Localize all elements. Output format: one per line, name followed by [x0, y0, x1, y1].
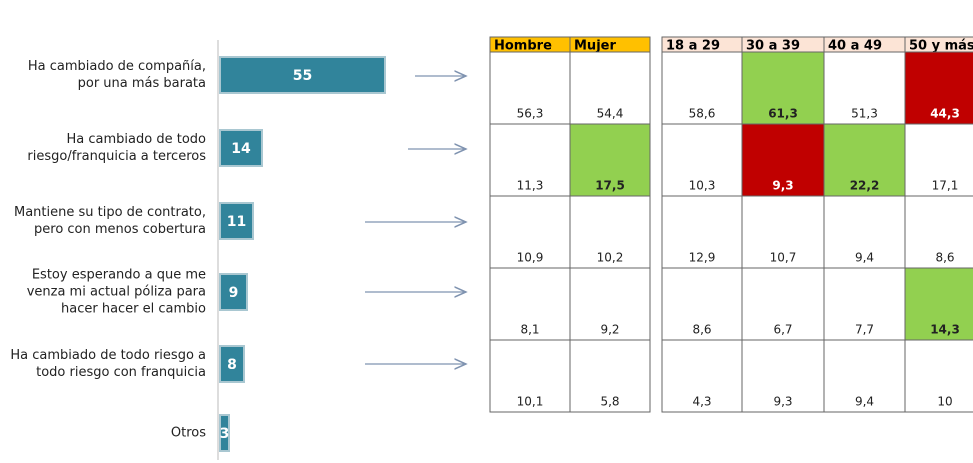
cell-value: 56,3	[517, 107, 544, 121]
bar	[219, 273, 248, 311]
value-label: 55	[293, 68, 312, 84]
cell-value: 9,4	[855, 395, 874, 409]
cell-value: 22,2	[850, 179, 880, 193]
header-label: 50 y más	[909, 39, 973, 54]
cell	[489, 195, 571, 269]
cell-value: 14,3	[930, 323, 960, 337]
bar	[219, 129, 263, 167]
cell-value: 10,9	[517, 251, 544, 265]
cell-value: 44,3	[930, 107, 960, 121]
header-label: Hombre	[494, 39, 552, 54]
cell	[904, 339, 973, 413]
cell	[904, 195, 973, 269]
cell-value: 10,2	[597, 251, 624, 265]
cell-value: 12,9	[689, 251, 716, 265]
cell	[569, 267, 651, 341]
bar	[219, 414, 230, 452]
cell-value: 10	[937, 395, 952, 409]
cell	[569, 339, 651, 413]
cell	[661, 123, 743, 197]
cell	[741, 267, 825, 341]
category-label: Ha cambiado de todo riesgo a todo riesgo…	[10, 348, 206, 380]
cell	[569, 195, 651, 269]
header-label: Mujer	[574, 39, 616, 54]
cell-value: 8,6	[935, 251, 954, 265]
header-label: 40 a 49	[828, 39, 882, 54]
cell-value: 54,4	[597, 107, 624, 121]
cell	[823, 267, 906, 341]
category-label: Ha cambiado de todo riesgo/franquicia a …	[27, 132, 206, 164]
cell-value: 9,4	[855, 251, 874, 265]
category-label: Estoy esperando a que me venza mi actual…	[26, 267, 206, 317]
cell-value: 17,1	[932, 179, 959, 193]
header-label: 30 a 39	[746, 39, 800, 54]
cell-value: 51,3	[851, 107, 878, 121]
cell	[569, 123, 651, 197]
cell	[823, 339, 906, 413]
cell-value: 7,7	[855, 323, 874, 337]
cell	[661, 195, 743, 269]
cell	[661, 339, 743, 413]
category-label: Ha cambiado de compañía, por una más bar…	[27, 59, 206, 91]
cell-value: 10,7	[770, 251, 797, 265]
cell	[661, 51, 743, 125]
cell	[569, 51, 651, 125]
cell-value: 17,5	[595, 179, 625, 193]
cell-value: 8,1	[520, 323, 539, 337]
cell-value: 8,6	[692, 323, 711, 337]
cell	[489, 51, 571, 125]
value-label: 11	[227, 214, 246, 230]
cell-value: 61,3	[768, 107, 798, 121]
value-label: 3	[220, 426, 230, 442]
bar	[219, 202, 254, 240]
cell-value: 58,6	[689, 107, 716, 121]
cell	[904, 51, 973, 125]
cell-value: 10,3	[689, 179, 716, 193]
cell-value: 9,2	[600, 323, 619, 337]
category-label: Otros	[170, 425, 206, 441]
bar	[219, 56, 386, 94]
cell-value: 5,8	[600, 395, 619, 409]
cell-value: 11,3	[517, 179, 544, 193]
value-label: 8	[227, 357, 237, 373]
cell-value: 9,3	[773, 395, 792, 409]
cell-value: 9,3	[772, 179, 793, 193]
cell-value: 6,7	[773, 323, 792, 337]
arrows	[365, 76, 466, 364]
cell-value: 4,3	[692, 395, 711, 409]
cell	[741, 123, 825, 197]
cell	[823, 123, 906, 197]
category-label: Mantiene su tipo de contrato, pero con m…	[13, 205, 206, 237]
bar	[219, 345, 245, 383]
value-label: 14	[231, 141, 251, 157]
cell	[904, 267, 973, 341]
cell-value: 10,1	[517, 395, 544, 409]
cell	[741, 195, 825, 269]
header-label: 18 a 29	[666, 39, 720, 54]
value-label: 9	[229, 285, 239, 301]
cell	[489, 339, 571, 413]
